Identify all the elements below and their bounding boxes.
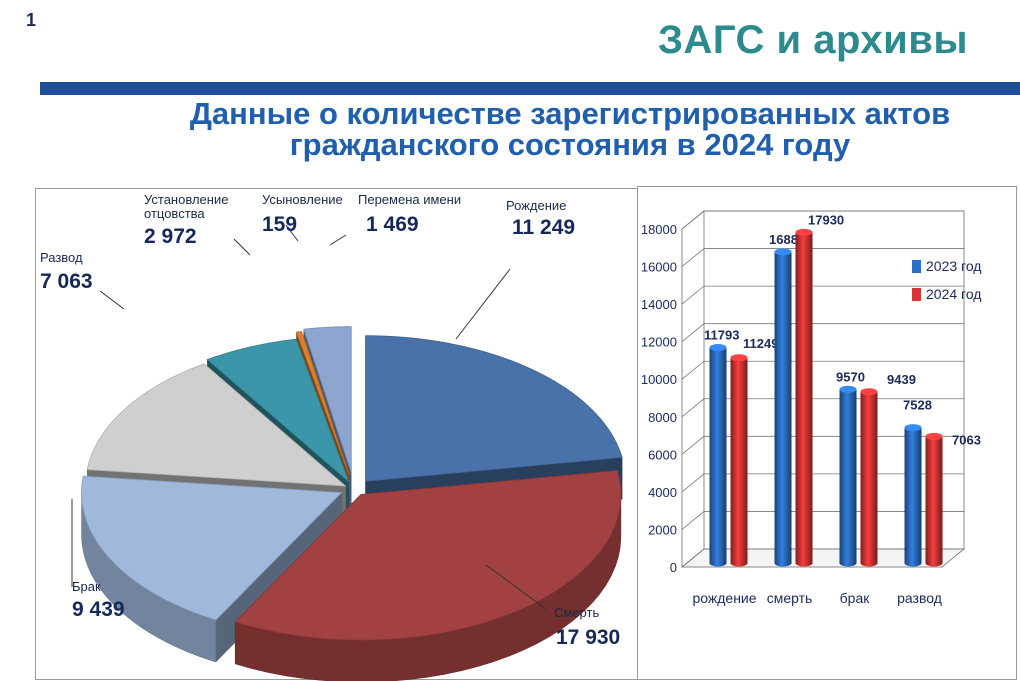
page-subtitle: Данные о количестве зарегистрированных а… [80, 98, 1020, 160]
pie-value-рождение: 11 249 [512, 216, 575, 239]
y-tick-label: 12000 [641, 335, 677, 350]
pie-leader-line [233, 238, 251, 256]
bar-смерть-2024-год [795, 228, 813, 567]
pie-chart-panel: Рождение 11 249 Смерть 17 930 Брак 9 439 Разво… [35, 188, 638, 681]
x-tick-label-брак: брак [840, 590, 871, 606]
x-tick-label-смерть: смерть [767, 590, 813, 606]
bar-value-label: 7528 [903, 398, 932, 413]
slide-number: 1 [26, 10, 37, 30]
y-tick-label: 14000 [641, 297, 677, 312]
pie-leader-line [99, 290, 125, 310]
bar-развод-2023-год [904, 424, 922, 567]
bar-value-label: 9439 [887, 372, 916, 387]
bar-gridline [681, 323, 964, 342]
legend-swatch-2023-год [912, 260, 921, 273]
bar-брак-2023-год [839, 385, 857, 567]
bar-gridline [681, 248, 964, 267]
legend-label-2023-год: 2023 год [926, 258, 981, 274]
x-tick-label-рождение: рождение [692, 590, 756, 606]
pie-label-брак: Брак [72, 579, 101, 594]
x-tick-label-развод: развод [897, 590, 942, 606]
bar-развод-2024-год [925, 432, 943, 567]
bar-рождение-2023-год [709, 344, 727, 567]
y-tick-label: 2000 [648, 522, 677, 537]
bar-gridline [681, 285, 964, 305]
bar-gridline [681, 360, 964, 380]
y-tick-label: 10000 [641, 372, 677, 387]
header-accent-bar [40, 82, 1020, 95]
pie-leader-line [285, 224, 299, 242]
y-tick-label: 6000 [648, 447, 677, 462]
bar-рождение-2024-год [730, 354, 748, 567]
pie-label-установление: Установление отцовства [144, 192, 228, 221]
pie-value-усыновление: 159 [262, 213, 297, 236]
bar-value-label: 11249 [743, 336, 778, 351]
bar-смерть-2023-год [774, 248, 792, 567]
pie-value-установление: 2 972 [144, 225, 197, 248]
pie-label-усыновление: Усыновление [262, 192, 343, 207]
bar-брак-2024-год [860, 388, 878, 567]
y-tick-label: 0 [670, 560, 677, 575]
pie-leader-line [329, 234, 347, 246]
pie-slice-смерть [234, 470, 622, 681]
bar-chart-panel: 0 2000 4000 6000 8000 10000 12000 14000 16000 180… [637, 186, 1017, 680]
subtitle-line-1: Данные о количестве зарегистрированных а… [189, 96, 951, 131]
pie-label-смерть: Смерть [554, 605, 599, 620]
legend-swatch-2024-год [912, 288, 921, 301]
bar-value-label: 9570 [836, 369, 865, 384]
topic-title: ЗАГС и архивы [657, 18, 968, 62]
bar-value-label: 7063 [952, 432, 981, 447]
bar-value-label: 17930 [808, 212, 844, 227]
pie-label-рождение: Рождение [506, 198, 566, 213]
subtitle-line-2: гражданского состояния в 2024 году [289, 127, 851, 162]
pie-value-брак: 9 439 [72, 598, 125, 621]
y-tick-label: 18000 [641, 222, 677, 237]
y-tick-label: 16000 [641, 260, 677, 275]
pie-leader-line [485, 564, 547, 610]
y-tick-label: 4000 [648, 485, 677, 500]
pie-chart: Рождение 11 249 Смерть 17 930 Брак 9 439 Разво… [40, 192, 623, 681]
pie-value-смерть: 17 930 [556, 626, 620, 649]
pie-value-перемена-имени: 1 469 [366, 213, 419, 236]
y-tick-label: 8000 [648, 410, 677, 425]
bar-value-label: 11793 [704, 328, 739, 343]
pie-value-развод: 7 063 [40, 270, 93, 293]
pie-label-развод: Развод [40, 250, 83, 265]
legend-label-2024-год: 2024 год [926, 286, 981, 302]
pie-leader-line [455, 268, 511, 340]
pie-label-перемена-имени: Перемена имени [358, 192, 461, 207]
bar-gridline [681, 210, 964, 230]
bar-chart: 0 2000 4000 6000 8000 10000 12000 14000 16000 180… [641, 210, 981, 606]
